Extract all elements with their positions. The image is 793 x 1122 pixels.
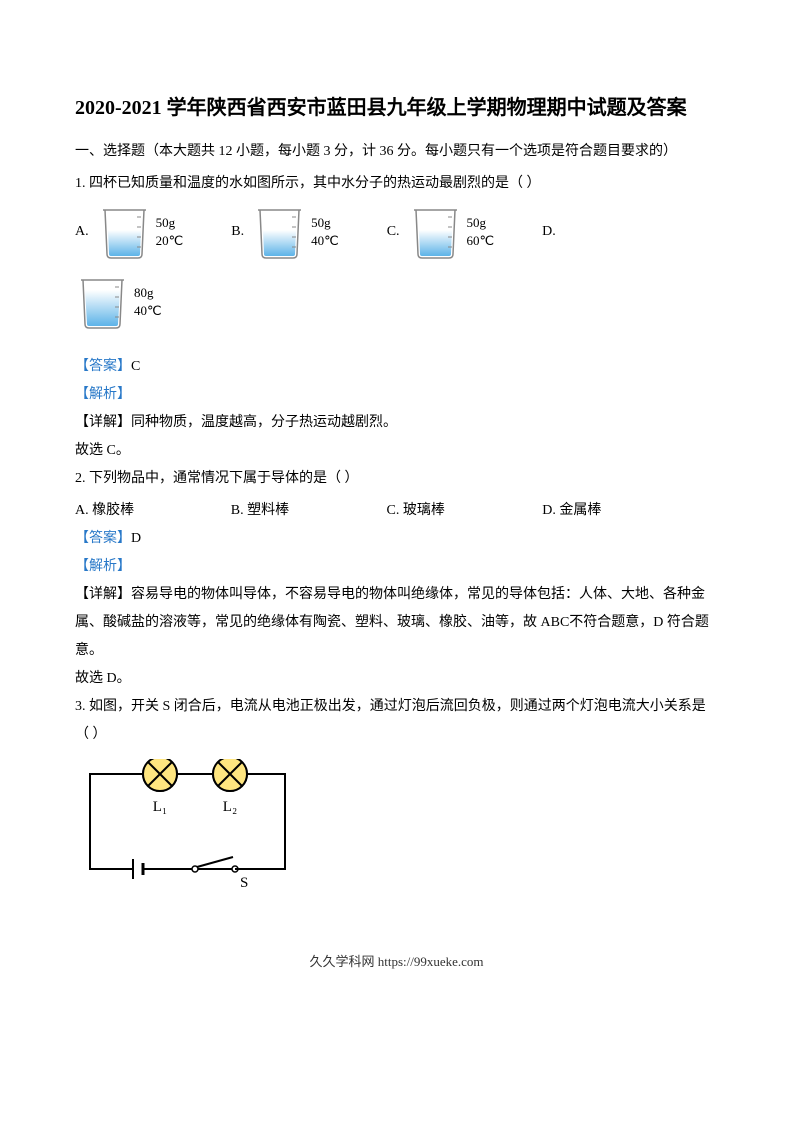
q1-conclusion: 故选 C。 — [75, 437, 718, 465]
beaker-a: 50g 20℃ — [97, 202, 184, 262]
beaker-d-mass: 80g — [134, 284, 162, 302]
beaker-d: 80g 40℃ — [75, 272, 162, 332]
option-c: C. 50g 60℃ — [387, 202, 502, 262]
q2-conclusion: 故选 D。 — [75, 665, 718, 693]
answer-label: 【答案】 — [75, 359, 131, 374]
beaker-d-temp: 40℃ — [134, 302, 162, 320]
page-title: 2020-2021 学年陕西省西安市蓝田县九年级上学期物理期中试题及答案 — [75, 90, 718, 126]
question-2-options: A. 橡胶棒 B. 塑料棒 C. 玻璃棒 D. 金属棒 — [75, 497, 718, 525]
q2-answer-line: 【答案】D — [75, 525, 718, 553]
q2-opt-c: C. 玻璃棒 — [387, 497, 543, 525]
q2-opt-b: B. 塑料棒 — [231, 497, 387, 525]
q2-answer: D — [131, 531, 141, 546]
q2-detail: 【详解】容易导电的物体叫导体，不容易导电的物体叫绝缘体，常见的导体包括：人体、大… — [75, 581, 718, 665]
circuit-diagram: L₁ L₂ S — [75, 759, 300, 889]
q1-answer: C — [131, 359, 140, 374]
beaker-c-text: 50g 60℃ — [467, 214, 495, 250]
q2-analysis-label: 【解析】 — [75, 553, 718, 581]
label-s: S — [240, 875, 248, 889]
beaker-c-mass: 50g — [467, 214, 495, 232]
q1-answer-line: 【答案】C — [75, 353, 718, 381]
option-b-label: B. — [231, 218, 244, 246]
option-d-beaker-row: 80g 40℃ — [75, 272, 718, 343]
q1-analysis-label: 【解析】 — [75, 381, 718, 409]
q2-opt-d: D. 金属棒 — [542, 497, 698, 525]
q1-detail: 【详解】同种物质，温度越高，分子热运动越剧烈。 — [75, 409, 718, 437]
beaker-b-icon — [252, 202, 307, 262]
label-l2: L₂ — [223, 799, 237, 815]
question-2-text: 2. 下列物品中，通常情况下属于导体的是（ ） — [75, 465, 718, 493]
beaker-b-temp: 40℃ — [311, 232, 339, 250]
beaker-c: 50g 60℃ — [408, 202, 495, 262]
option-a-label: A. — [75, 218, 89, 246]
question-1-options-row-abc: A. 50g 20℃ B. — [75, 202, 718, 262]
option-d-label: D. — [542, 218, 556, 246]
beaker-a-mass: 50g — [156, 214, 184, 232]
q2-opt-a: A. 橡胶棒 — [75, 497, 231, 525]
option-b: B. 50g 40℃ — [231, 202, 346, 262]
beaker-b-text: 50g 40℃ — [311, 214, 339, 250]
question-3-text: 3. 如图，开关 S 闭合后，电流从电池正极出发，通过灯泡后流回负极，则通过两个… — [75, 693, 718, 749]
option-c-label: C. — [387, 218, 400, 246]
beaker-b: 50g 40℃ — [252, 202, 339, 262]
beaker-a-icon — [97, 202, 152, 262]
option-a: A. 50g 20℃ — [75, 202, 191, 262]
answer-label: 【答案】 — [75, 531, 131, 546]
beaker-c-icon — [408, 202, 463, 262]
beaker-a-text: 50g 20℃ — [156, 214, 184, 250]
beaker-c-temp: 60℃ — [467, 232, 495, 250]
label-l1: L₁ — [153, 799, 167, 815]
beaker-b-mass: 50g — [311, 214, 339, 232]
beaker-a-temp: 20℃ — [156, 232, 184, 250]
beaker-d-icon — [75, 272, 130, 332]
beaker-d-text: 80g 40℃ — [134, 284, 162, 320]
section-header: 一、选择题（本大题共 12 小题，每小题 3 分，计 36 分。每小题只有一个选… — [75, 138, 718, 166]
question-1-text: 1. 四杯已知质量和温度的水如图所示，其中水分子的热运动最剧烈的是（ ） — [75, 170, 718, 198]
page-footer: 久久学科网 https://99xueke.com — [75, 949, 718, 975]
